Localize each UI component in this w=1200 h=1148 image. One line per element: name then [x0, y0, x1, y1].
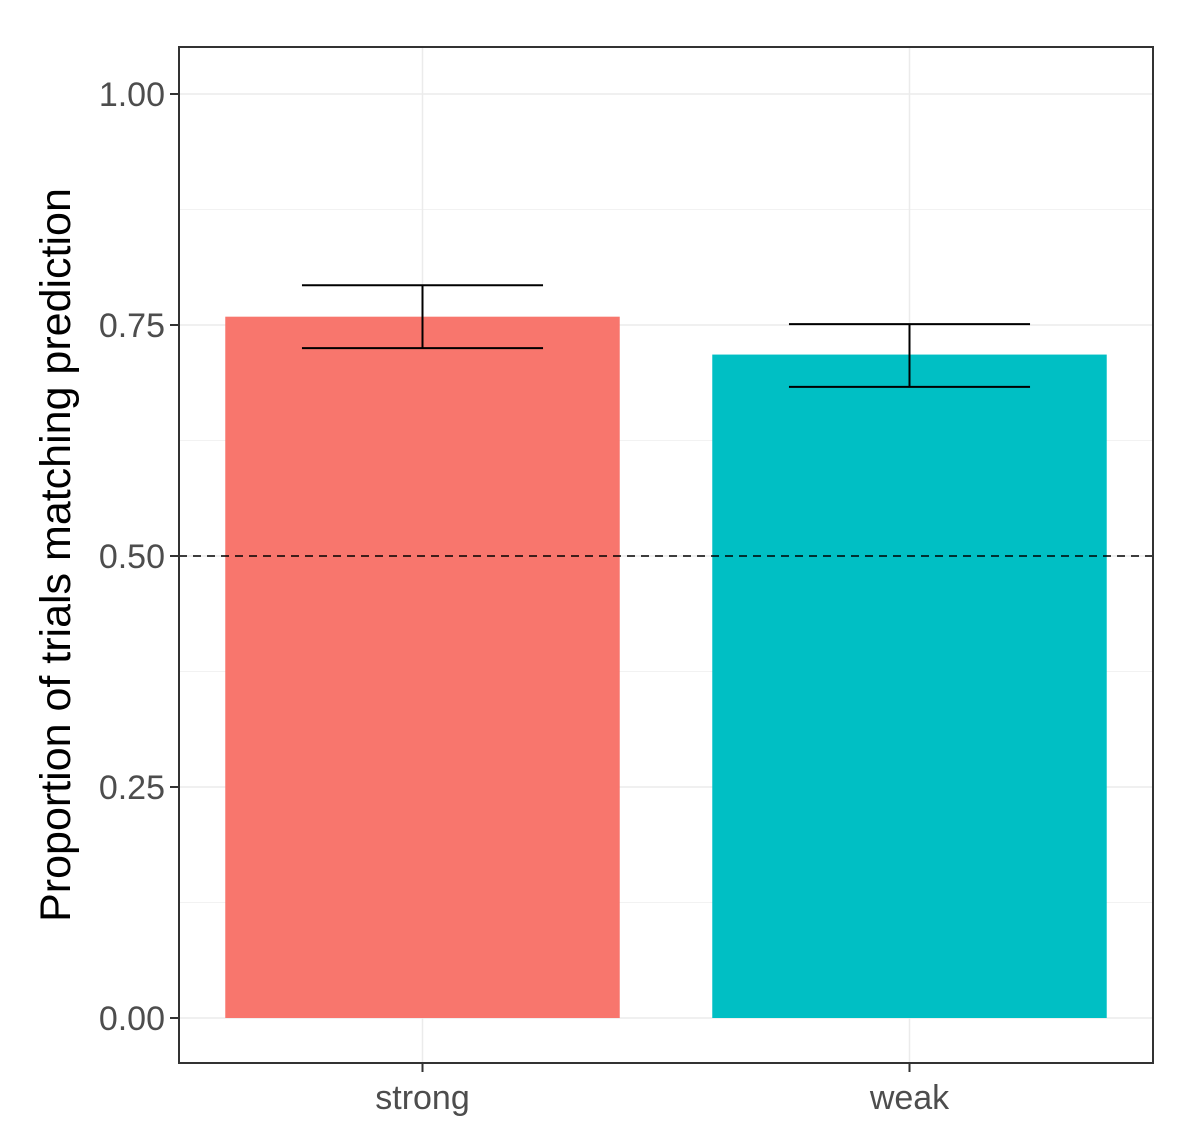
error-bars [301, 284, 1031, 388]
axes: 0.00 0.25 0.50 0.75 1.00 strong weak [99, 76, 950, 1117]
y-tick-label: 0.75 [99, 307, 165, 345]
bar-strong [225, 316, 620, 1019]
y-tick-label: 0.50 [99, 538, 165, 576]
y-tick-label: 0.00 [99, 1000, 165, 1038]
error-bar-weak [788, 323, 1031, 388]
bars [225, 316, 1107, 1019]
x-tick-label-strong: strong [375, 1079, 470, 1117]
x-tick-label-weak: weak [869, 1079, 950, 1117]
bar-weak [712, 354, 1107, 1018]
y-axis-title: Proportion of trials matching prediction [32, 188, 80, 922]
error-bar-strong [301, 284, 544, 350]
y-tick-label: 1.00 [99, 76, 165, 114]
y-tick-label: 0.25 [99, 769, 165, 807]
